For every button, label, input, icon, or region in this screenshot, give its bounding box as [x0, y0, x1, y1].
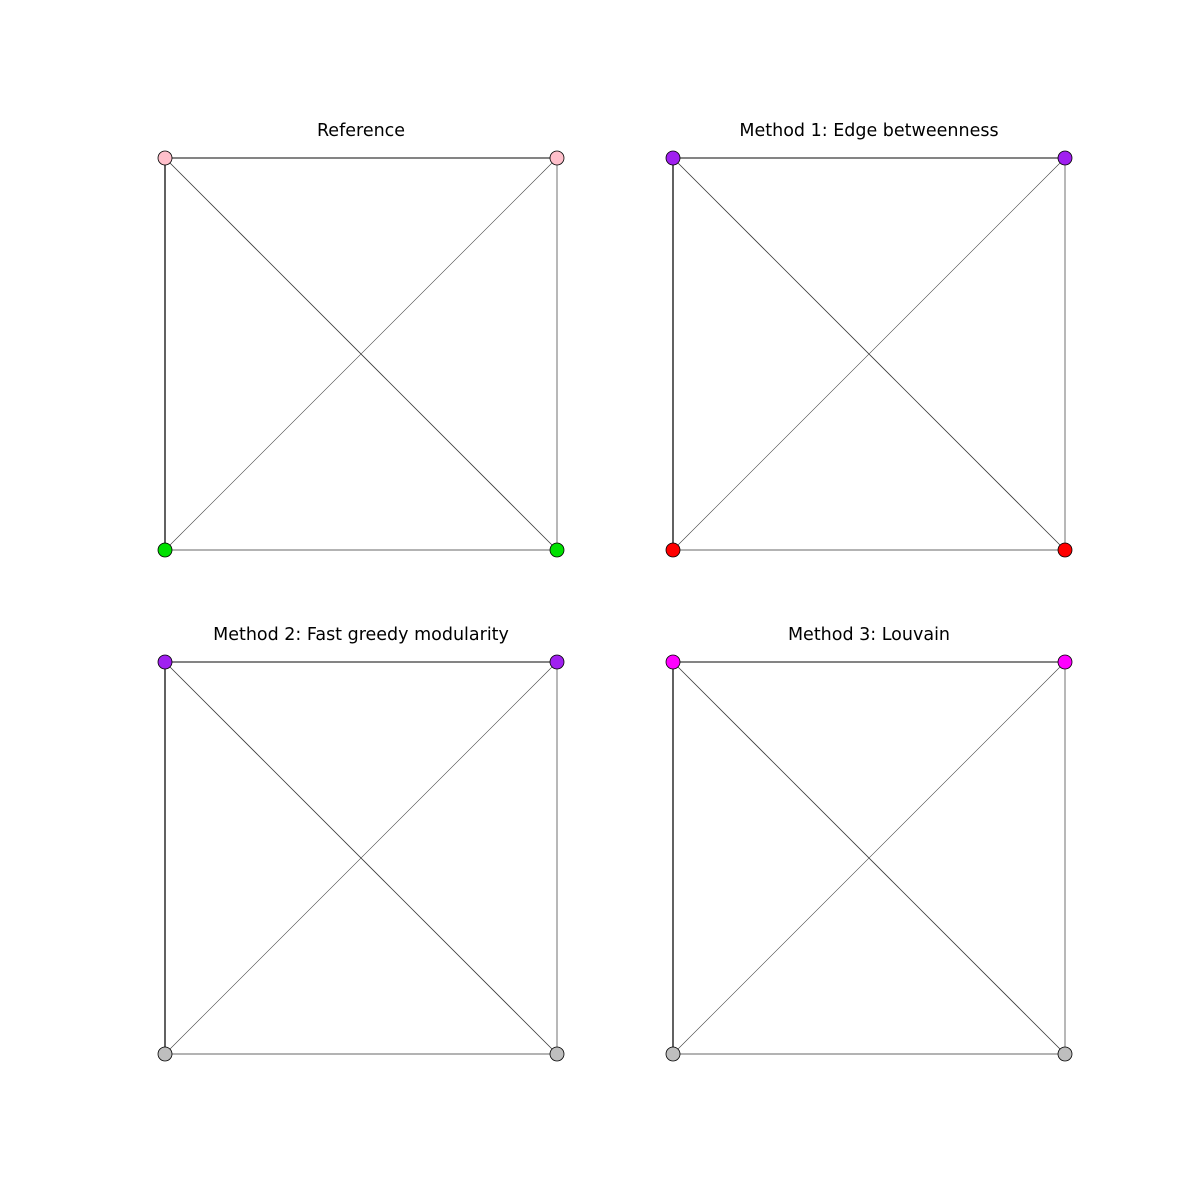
graph-method-2 [157, 654, 565, 1062]
panel-method-2: Method 2: Fast greedy modularity [157, 625, 565, 1062]
node-top-right [549, 150, 565, 166]
panel-method-1: Method 1: Edge betweenness [665, 121, 1073, 558]
panel-reference: Reference [157, 121, 565, 558]
graph-reference [157, 150, 565, 558]
graph-method-3 [665, 654, 1073, 1062]
node-bottom-left [665, 1046, 681, 1062]
node-bottom-left [157, 1046, 173, 1062]
node-bottom-left [665, 542, 681, 558]
node-top-right [1057, 150, 1073, 166]
node-top-right [1057, 654, 1073, 670]
panel-title-method-1: Method 1: Edge betweenness [739, 121, 998, 141]
edge-diagonal-up [672, 661, 1066, 1055]
edge-diagonal-up [164, 157, 558, 551]
node-bottom-left [157, 542, 173, 558]
node-top-left [157, 150, 173, 166]
node-bottom-right [1057, 1046, 1073, 1062]
panel-method-3: Method 3: Louvain [665, 625, 1073, 1062]
node-top-left [665, 150, 681, 166]
node-bottom-right [549, 542, 565, 558]
graph-method-1 [665, 150, 1073, 558]
panel-title-reference: Reference [317, 121, 405, 141]
node-top-right [549, 654, 565, 670]
panel-title-method-2: Method 2: Fast greedy modularity [213, 625, 509, 645]
edge-diagonal-up [164, 661, 558, 1055]
node-bottom-right [549, 1046, 565, 1062]
panel-title-method-3: Method 3: Louvain [788, 625, 950, 645]
edge-diagonal-up [672, 157, 1066, 551]
node-bottom-right [1057, 542, 1073, 558]
node-top-left [665, 654, 681, 670]
node-top-left [157, 654, 173, 670]
